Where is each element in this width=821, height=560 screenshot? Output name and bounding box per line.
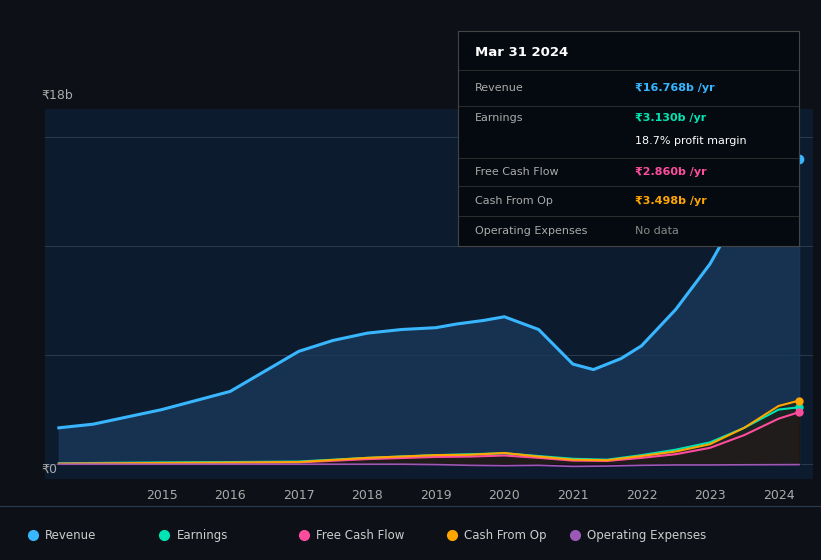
Text: Revenue: Revenue (45, 529, 97, 542)
Text: ₹3.498b /yr: ₹3.498b /yr (635, 196, 707, 206)
Text: Operating Expenses: Operating Expenses (475, 226, 588, 236)
Text: Free Cash Flow: Free Cash Flow (475, 167, 559, 177)
Text: No data: No data (635, 226, 679, 236)
Text: ₹0: ₹0 (41, 463, 57, 476)
Text: ₹18b: ₹18b (41, 89, 73, 102)
Text: Free Cash Flow: Free Cash Flow (316, 529, 405, 542)
Text: Cash From Op: Cash From Op (475, 196, 553, 206)
Text: Revenue: Revenue (475, 83, 524, 93)
Text: ₹2.860b /yr: ₹2.860b /yr (635, 167, 707, 177)
Text: Mar 31 2024: Mar 31 2024 (475, 46, 568, 59)
Text: Earnings: Earnings (475, 113, 524, 123)
Text: Earnings: Earnings (177, 529, 228, 542)
Text: ₹16.768b /yr: ₹16.768b /yr (635, 83, 715, 93)
Text: Operating Expenses: Operating Expenses (587, 529, 706, 542)
Text: ₹3.130b /yr: ₹3.130b /yr (635, 113, 707, 123)
Text: Cash From Op: Cash From Op (464, 529, 546, 542)
Text: 18.7% profit margin: 18.7% profit margin (635, 136, 747, 146)
